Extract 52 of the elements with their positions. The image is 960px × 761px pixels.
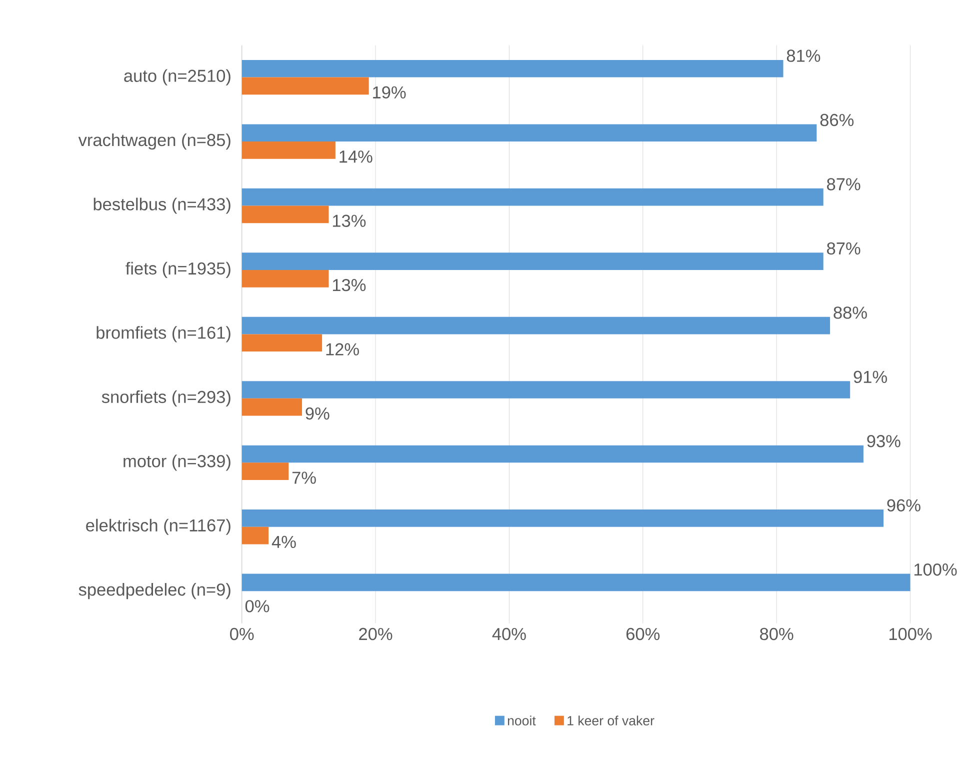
y-tick-label: speedpedelec (n=9) [78, 582, 230, 599]
bar [242, 270, 329, 288]
data-label: 100% [914, 563, 957, 576]
data-label: 87% [827, 242, 860, 254]
bar [242, 445, 864, 462]
y-tick-label: vrachtwagen (n=85) [78, 133, 230, 150]
bar [242, 252, 824, 270]
data-label: 9% [306, 407, 330, 420]
data-label: 91% [854, 370, 887, 383]
data-label: 13% [332, 278, 366, 291]
bar [242, 77, 369, 94]
bar [242, 462, 289, 480]
legend-label: nooit [508, 715, 536, 726]
bar [242, 188, 824, 206]
bar [242, 141, 336, 159]
x-tick-label: 100% [889, 628, 932, 640]
x-tick-label: 60% [626, 628, 660, 640]
bar [242, 316, 830, 334]
x-tick-label: 0% [230, 628, 254, 640]
y-tick-label: fiets (n=1935) [126, 262, 230, 278]
y-tick-label: bromfiets (n=161) [96, 326, 230, 342]
data-label: 0% [245, 600, 270, 612]
y-tick-label: motor (n=339) [124, 454, 230, 471]
data-label: 86% [820, 114, 854, 126]
data-label: 87% [827, 178, 860, 190]
data-label: 96% [887, 499, 920, 512]
data-label: 88% [834, 306, 867, 319]
legend-label: 1 keer of vaker [568, 715, 654, 726]
bar [242, 526, 269, 544]
data-label: 81% [786, 49, 820, 62]
data-label: 19% [373, 86, 406, 98]
data-label: 93% [867, 434, 900, 448]
bar [242, 334, 322, 352]
y-tick-label: auto (n=2510) [124, 69, 230, 86]
bar [242, 574, 910, 591]
y-tick-label: elektrisch (n=1167) [86, 518, 230, 535]
x-tick-label: 40% [492, 628, 526, 640]
y-tick-label: bestelbus (n=433) [94, 198, 230, 214]
bar [242, 398, 302, 416]
x-tick-label: 80% [760, 628, 794, 640]
data-label: 13% [332, 214, 366, 227]
x-tick-label: 20% [359, 628, 392, 640]
y-tick-label: snorfiets (n=293) [102, 390, 230, 406]
bar [242, 509, 884, 527]
bar [242, 124, 817, 142]
data-label: 12% [326, 343, 359, 356]
bar [242, 380, 850, 398]
data-label: 7% [292, 472, 316, 484]
bar [242, 206, 329, 223]
data-label: 4% [272, 536, 296, 548]
data-label: 14% [340, 150, 372, 162]
bar [242, 60, 784, 78]
